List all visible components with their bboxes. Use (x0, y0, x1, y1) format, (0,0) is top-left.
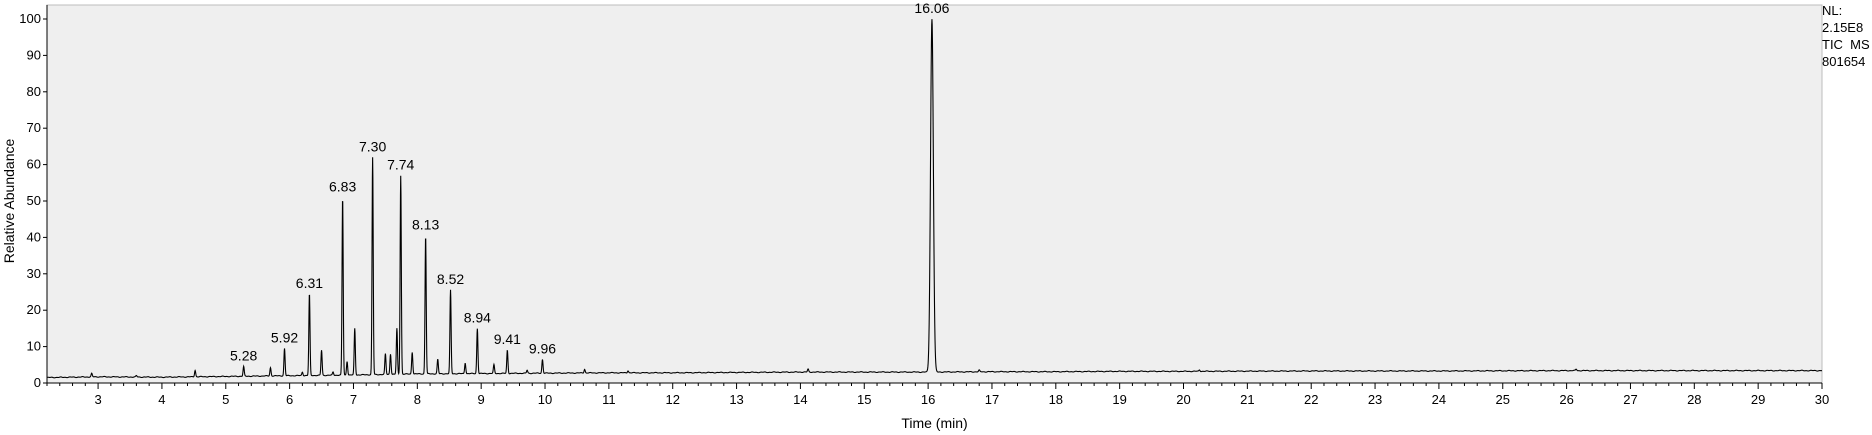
x-tick-label: 30 (1815, 392, 1829, 407)
y-tick-label: 70 (27, 120, 41, 135)
x-tick-label: 3 (94, 392, 101, 407)
y-tick-label: 20 (27, 302, 41, 317)
peak-label: 7.74 (387, 157, 414, 173)
peak-label: 7.30 (359, 138, 386, 154)
nl-value: 2.15E8 (1822, 20, 1864, 35)
peak-label: 16.06 (914, 0, 949, 16)
peak-label: 9.41 (494, 331, 521, 347)
y-tick-label: 10 (27, 339, 41, 354)
x-tick-label: 29 (1751, 392, 1765, 407)
peak-label: 5.28 (230, 348, 257, 364)
nl-label: NL: (1822, 3, 1843, 18)
x-tick-label: 19 (1112, 392, 1126, 407)
y-tick-label: 80 (27, 84, 41, 99)
y-tick-label: 60 (27, 157, 41, 172)
x-tick-label: 20 (1176, 392, 1190, 407)
x-tick-label: 5 (222, 392, 229, 407)
x-axis-title: Time (min) (901, 415, 967, 431)
y-tick-label: 90 (27, 47, 41, 62)
x-tick-label: 8 (414, 392, 421, 407)
x-tick-label: 12 (665, 392, 679, 407)
x-tick-label: 11 (602, 392, 616, 407)
tic-trace-line (46, 19, 1823, 379)
info-block: NL: 2.15E8 TIC MS 801654 (1822, 2, 1870, 70)
y-tick-label: 100 (19, 11, 41, 26)
peak-label: 8.13 (412, 217, 439, 233)
x-tick-label: 24 (1432, 392, 1446, 407)
y-tick-label: 30 (27, 266, 41, 281)
x-tick-label: 14 (793, 392, 807, 407)
x-axis: 3 4 5 6 7 8 9 10 11 12 13 14 15 16 17 18 19 20 21 22 23 24 25 2… (46, 383, 1829, 407)
y-tick-label: 50 (27, 193, 41, 208)
peak-label: 8.52 (437, 271, 464, 287)
peak-label: 8.94 (464, 309, 491, 325)
x-tick-label: 16 (921, 392, 935, 407)
scan-filter: TIC MS (1822, 37, 1870, 52)
x-tick-label: 6 (286, 392, 293, 407)
y-axis-title: Relative Abundance (1, 139, 17, 264)
y-axis: 0 10 20 30 40 50 60 70 80 90 100 (19, 11, 47, 390)
x-tick-label: 9 (478, 392, 485, 407)
peak-label: 6.31 (296, 275, 323, 291)
peak-labels: 5.28 5.92 6.31 6.83 7.307.74 8.13 8.52 8.949.41… (230, 0, 950, 364)
x-tick-label: 15 (857, 392, 871, 407)
x-tick-label: 18 (1049, 392, 1063, 407)
x-tick-label: 28 (1687, 392, 1701, 407)
peak-label: 5.92 (271, 329, 298, 345)
x-tick-label: 13 (729, 392, 743, 407)
x-tick-label: 7 (350, 392, 357, 407)
x-tick-label: 22 (1304, 392, 1318, 407)
y-tick-label: 0 (34, 375, 41, 390)
file-id: 801654 (1822, 54, 1866, 69)
x-tick-label: 27 (1623, 392, 1637, 407)
peak-label: 9.96 (529, 340, 556, 356)
x-tick-label: 4 (158, 392, 165, 407)
x-tick-label: 17 (985, 392, 999, 407)
x-tick-label: 10 (538, 392, 552, 407)
x-tick-label: 23 (1368, 392, 1382, 407)
peak-label: 6.83 (329, 178, 356, 194)
y-tick-label: 40 (27, 229, 41, 244)
x-tick-label: 25 (1496, 392, 1510, 407)
x-tick-label: 26 (1559, 392, 1573, 407)
x-tick-label: 21 (1240, 392, 1254, 407)
